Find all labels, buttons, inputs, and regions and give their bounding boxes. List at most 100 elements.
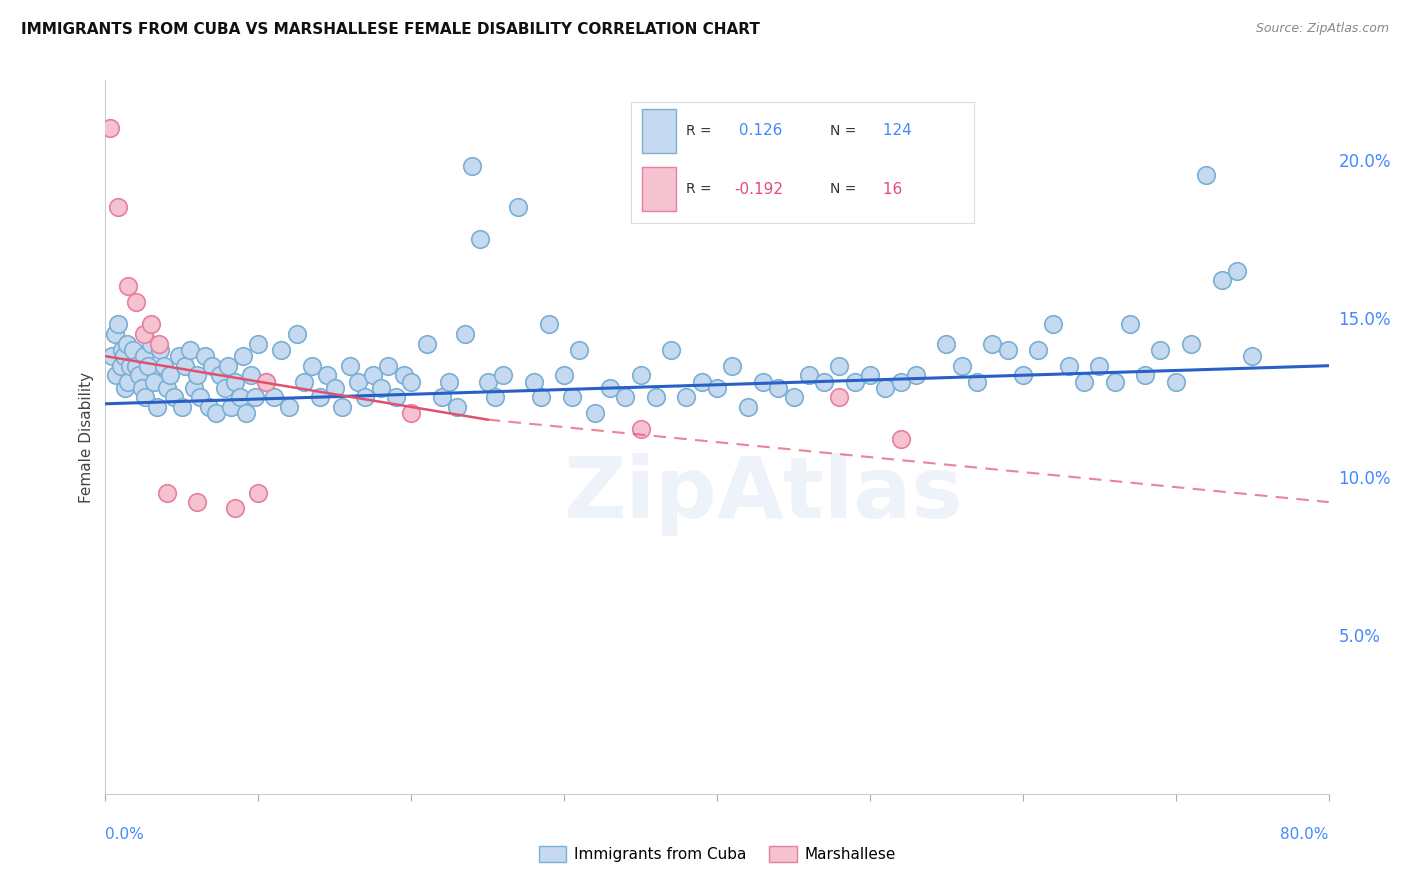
- Point: [115, 336, 138, 351]
- Point: [1149, 343, 1171, 357]
- Point: [561, 391, 583, 405]
- Point: [232, 349, 254, 363]
- Point: [219, 400, 242, 414]
- Point: [468, 232, 491, 246]
- Point: [132, 326, 155, 341]
- Point: [675, 391, 697, 405]
- Point: [1042, 318, 1064, 332]
- Point: [1119, 318, 1142, 332]
- Text: Atlas: Atlas: [717, 452, 963, 536]
- Point: [134, 391, 156, 405]
- Point: [1226, 263, 1249, 277]
- Point: [301, 359, 323, 373]
- Point: [204, 406, 226, 420]
- Point: [813, 375, 835, 389]
- Point: [146, 400, 169, 414]
- Legend: Immigrants from Cuba, Marshallese: Immigrants from Cuba, Marshallese: [533, 840, 901, 868]
- Point: [530, 391, 553, 405]
- Point: [239, 368, 262, 383]
- Point: [935, 336, 957, 351]
- Point: [136, 359, 159, 373]
- Point: [254, 375, 277, 389]
- Point: [430, 391, 453, 405]
- Point: [285, 326, 308, 341]
- Point: [477, 375, 499, 389]
- Point: [1195, 169, 1218, 183]
- Point: [186, 495, 208, 509]
- Point: [308, 391, 330, 405]
- Point: [245, 391, 267, 405]
- Point: [163, 391, 186, 405]
- Point: [904, 368, 927, 383]
- Point: [1012, 368, 1035, 383]
- Point: [1057, 359, 1080, 373]
- Point: [201, 359, 224, 373]
- Point: [1164, 375, 1187, 389]
- Point: [152, 359, 174, 373]
- Point: [492, 368, 515, 383]
- Point: [186, 368, 208, 383]
- Point: [950, 359, 973, 373]
- Point: [114, 381, 136, 395]
- Point: [1133, 368, 1156, 383]
- Point: [128, 368, 150, 383]
- Point: [828, 391, 851, 405]
- Point: [484, 391, 506, 405]
- Point: [125, 359, 148, 373]
- Point: [1026, 343, 1049, 357]
- Point: [105, 368, 128, 383]
- Point: [782, 391, 804, 405]
- Point: [198, 400, 221, 414]
- Point: [361, 368, 384, 383]
- Point: [1211, 273, 1233, 287]
- Point: [167, 349, 190, 363]
- Point: [583, 406, 606, 420]
- Point: [630, 368, 652, 383]
- Point: [1088, 359, 1111, 373]
- Text: 80.0%: 80.0%: [1281, 827, 1329, 841]
- Point: [523, 375, 546, 389]
- Point: [278, 400, 301, 414]
- Point: [859, 368, 882, 383]
- Text: Zip: Zip: [564, 452, 717, 536]
- Point: [370, 381, 392, 395]
- Point: [111, 343, 134, 357]
- Point: [292, 375, 315, 389]
- Point: [415, 336, 437, 351]
- Point: [224, 375, 246, 389]
- Point: [768, 381, 790, 395]
- Point: [143, 375, 166, 389]
- Point: [214, 381, 236, 395]
- Point: [183, 381, 205, 395]
- Point: [229, 391, 252, 405]
- Point: [446, 400, 468, 414]
- Point: [1180, 336, 1202, 351]
- Point: [117, 375, 139, 389]
- Point: [797, 368, 820, 383]
- Point: [439, 375, 461, 389]
- Point: [537, 318, 560, 332]
- Point: [385, 391, 408, 405]
- Text: 0.0%: 0.0%: [105, 827, 145, 841]
- Point: [217, 359, 239, 373]
- Y-axis label: Female Disability: Female Disability: [79, 371, 94, 503]
- Point: [148, 336, 170, 351]
- Point: [706, 381, 728, 395]
- Point: [1104, 375, 1126, 389]
- Point: [332, 400, 354, 414]
- Point: [117, 279, 139, 293]
- Point: [721, 359, 744, 373]
- Point: [118, 359, 141, 373]
- Point: [454, 326, 477, 341]
- Point: [890, 375, 912, 389]
- Point: [346, 375, 368, 389]
- Text: Source: ZipAtlas.com: Source: ZipAtlas.com: [1256, 22, 1389, 36]
- Point: [125, 295, 148, 310]
- Point: [235, 406, 257, 420]
- Point: [966, 375, 988, 389]
- Point: [132, 349, 155, 363]
- Point: [209, 368, 232, 383]
- Point: [1073, 375, 1095, 389]
- Point: [316, 368, 339, 383]
- Point: [110, 359, 132, 373]
